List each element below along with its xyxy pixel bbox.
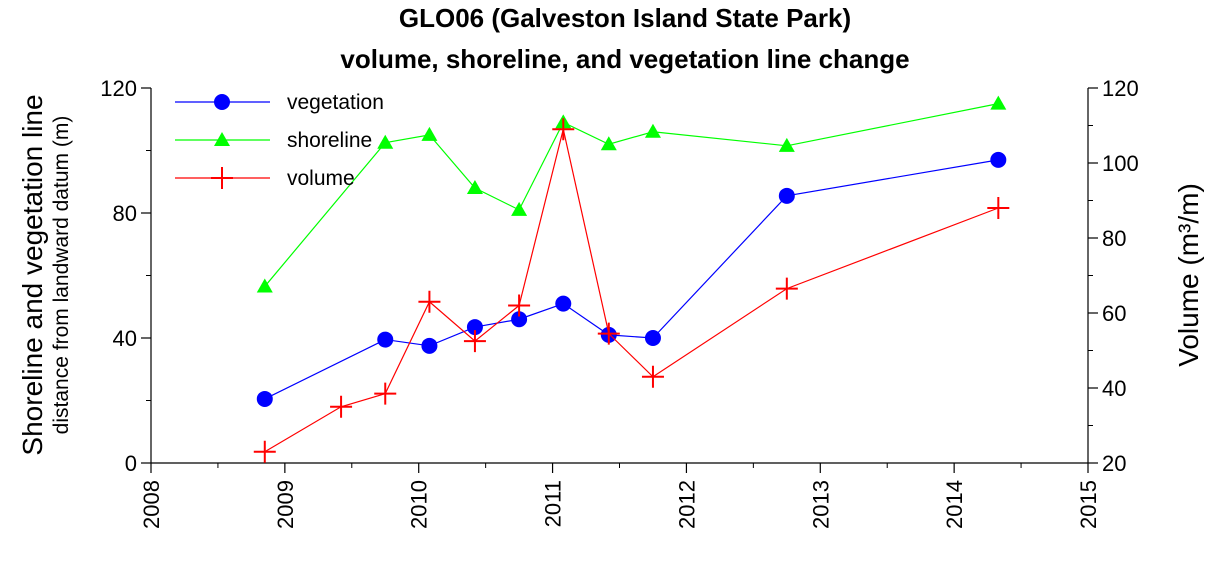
volume-point bbox=[641, 365, 664, 388]
vegetation-point bbox=[421, 337, 438, 354]
volume-point bbox=[330, 395, 353, 418]
vegetation-point bbox=[990, 151, 1007, 168]
volume-point bbox=[987, 197, 1010, 219]
legend-label: shoreline bbox=[287, 129, 372, 152]
vegetation-point bbox=[377, 331, 394, 348]
y-left-tick-label: 40 bbox=[113, 326, 137, 351]
volume-point bbox=[597, 322, 620, 345]
series-vegetation bbox=[256, 151, 1007, 407]
volume-point bbox=[374, 382, 397, 405]
x-tick-label: 2009 bbox=[273, 480, 298, 529]
x-tick-label: 2008 bbox=[139, 480, 164, 529]
volume-point bbox=[508, 294, 531, 317]
volume-point bbox=[463, 330, 486, 353]
shoreline-point bbox=[511, 201, 528, 216]
vegetation-point bbox=[256, 390, 273, 407]
series-shoreline bbox=[256, 95, 1007, 293]
x-tick-label: 2014 bbox=[942, 480, 967, 529]
shoreline-point bbox=[256, 278, 273, 293]
shoreline-point bbox=[377, 134, 394, 149]
legend-label: vegetation bbox=[287, 91, 384, 114]
vegetation-point bbox=[778, 187, 795, 204]
legend-item-volume: volume bbox=[175, 167, 355, 190]
vegetation-point bbox=[644, 330, 661, 346]
y-right-tick-label: 80 bbox=[1102, 226, 1126, 251]
volume-point bbox=[418, 290, 441, 313]
y-left-tick-label: 0 bbox=[125, 451, 137, 476]
volume-point bbox=[552, 118, 575, 141]
y-right-tick-label: 100 bbox=[1102, 151, 1139, 176]
legend-marker bbox=[211, 167, 233, 189]
volume-point bbox=[253, 440, 276, 463]
x-tick-label: 2015 bbox=[1076, 480, 1101, 529]
shoreline-point bbox=[600, 136, 617, 151]
x-tick-label: 2011 bbox=[541, 480, 566, 527]
shoreline-point bbox=[466, 180, 483, 194]
vegetation-point bbox=[511, 311, 528, 328]
shoreline-point bbox=[644, 123, 661, 138]
chart-title-line-2: volume, shoreline, and vegetation line c… bbox=[340, 44, 909, 74]
y-left-tick-label: 120 bbox=[100, 76, 137, 101]
y-right-tick-label: 120 bbox=[1102, 76, 1139, 101]
vegetation-point bbox=[555, 295, 572, 312]
shoreline-line bbox=[264, 103, 999, 287]
series-layer bbox=[253, 95, 1010, 463]
legend-marker bbox=[214, 94, 230, 110]
y-right-tick-label: 20 bbox=[1102, 451, 1126, 476]
shoreline-point bbox=[421, 126, 438, 141]
legend-label: volume bbox=[287, 167, 355, 190]
x-tick-label: 2012 bbox=[674, 480, 699, 529]
y-axis-left-label: Shoreline and vegetation line bbox=[17, 94, 48, 455]
shoreline-point bbox=[778, 137, 795, 152]
y-left-tick-label: 80 bbox=[113, 201, 137, 226]
series-volume bbox=[253, 118, 1010, 463]
volume-line bbox=[264, 129, 999, 453]
y-axis-right-label: Volume (m³/m) bbox=[1173, 183, 1204, 367]
axis-ticks: 2008 2009 2010 2011 2012 2013 2014 2015 0 40 80 120… bbox=[100, 76, 1138, 529]
chart-title-line-1: GLO06 (Galveston Island State Park) bbox=[399, 3, 851, 33]
x-tick-label: 2013 bbox=[808, 480, 833, 529]
x-tick-label: 2010 bbox=[407, 480, 432, 529]
y-axis-left-sublabel: distance from landward datum (m) bbox=[50, 116, 73, 435]
vegetation-point bbox=[466, 319, 483, 336]
volume-point bbox=[775, 277, 798, 300]
legend-item-vegetation: vegetation bbox=[175, 91, 384, 114]
legend-item-shoreline: shoreline bbox=[175, 129, 372, 152]
y-right-tick-label: 60 bbox=[1102, 301, 1126, 326]
y-right-tick-label: 40 bbox=[1102, 376, 1126, 401]
legend-marker bbox=[214, 132, 230, 146]
vegetation-line bbox=[264, 159, 999, 400]
shoreline-point bbox=[990, 95, 1007, 110]
legend: vegetation shoreline volume bbox=[175, 91, 384, 190]
